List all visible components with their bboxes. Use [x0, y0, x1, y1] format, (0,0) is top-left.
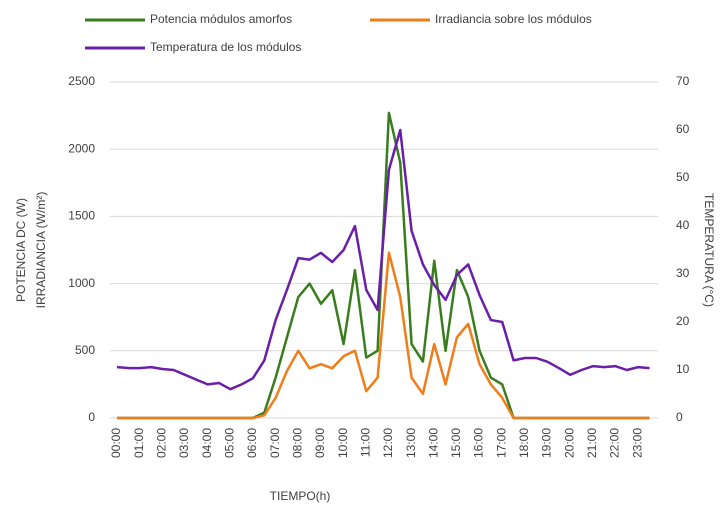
x-tick-label: 00:00: [109, 428, 123, 458]
y2-tick-label: 40: [676, 218, 690, 232]
x-tick-label: 14:00: [426, 428, 440, 458]
x-tick-label: 01:00: [132, 428, 146, 458]
series-line: [116, 128, 650, 391]
y-tick-label: 0: [88, 410, 95, 424]
y2-tick-label: 20: [676, 314, 690, 328]
y-axis-title: IRRADIANCIA (W/m²): [34, 192, 48, 309]
x-tick-label: 08:00: [290, 428, 304, 458]
y2-tick-label: 0: [676, 410, 683, 424]
y2-axis-title: TEMPERATURA (°C): [702, 193, 716, 307]
x-tick-label: 17:00: [494, 428, 508, 458]
x-tick-label: 13:00: [404, 428, 418, 458]
x-tick-label: 06:00: [245, 428, 259, 458]
y-axis-title: POTENCIA DC (W): [14, 198, 28, 302]
x-tick-label: 18:00: [517, 428, 531, 458]
y2-tick-label: 60: [676, 122, 690, 136]
series-line: [117, 111, 650, 420]
series-line: [117, 251, 650, 420]
y2-tick-label: 70: [676, 74, 690, 88]
x-tick-label: 10:00: [336, 428, 350, 458]
x-tick-label: 16:00: [472, 428, 486, 458]
x-tick-label: 19:00: [540, 428, 554, 458]
y-tick-label: 1500: [68, 209, 95, 223]
y2-tick-label: 50: [676, 170, 690, 184]
y-tick-label: 500: [75, 343, 95, 357]
x-axis-title: TIEMPO(h): [270, 489, 331, 503]
y-tick-label: 2500: [68, 74, 95, 88]
x-tick-label: 09:00: [313, 428, 327, 458]
x-tick-label: 23:00: [630, 428, 644, 458]
y2-tick-label: 30: [676, 266, 690, 280]
legend-label: Temperatura de los módulos: [150, 40, 301, 54]
y-tick-label: 1000: [68, 276, 95, 290]
x-tick-label: 07:00: [268, 428, 282, 458]
x-tick-label: 22:00: [608, 428, 622, 458]
y-tick-label: 2000: [68, 141, 95, 155]
x-tick-label: 04:00: [200, 428, 214, 458]
legend-label: Irradiancia sobre los módulos: [435, 12, 592, 26]
x-tick-label: 15:00: [449, 428, 463, 458]
x-tick-label: 20:00: [562, 428, 576, 458]
x-tick-label: 21:00: [585, 428, 599, 458]
legend-label: Potencia módulos amorfos: [150, 12, 292, 26]
x-tick-label: 11:00: [358, 428, 372, 457]
x-tick-label: 05:00: [222, 428, 236, 458]
x-tick-label: 12:00: [381, 428, 395, 458]
x-tick-label: 02:00: [154, 428, 168, 458]
x-tick-label: 03:00: [177, 428, 191, 458]
y2-tick-label: 10: [676, 362, 690, 376]
